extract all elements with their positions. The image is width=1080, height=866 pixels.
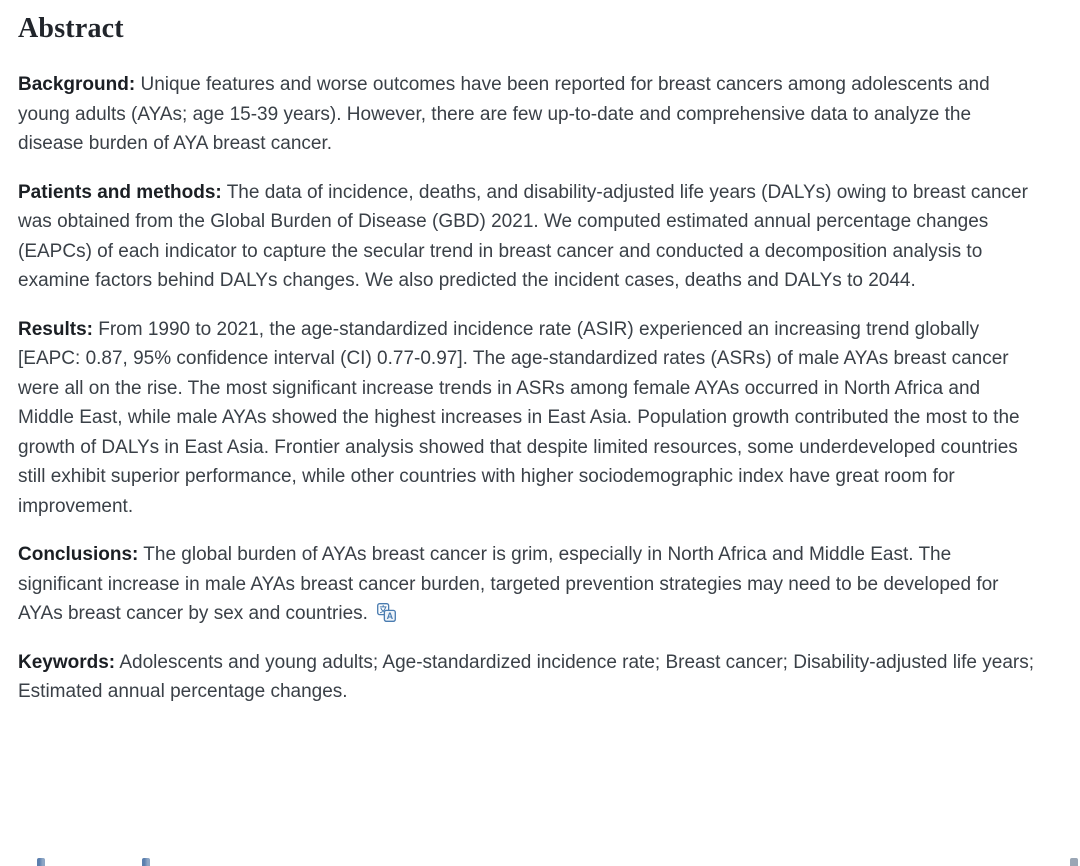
paragraph-keywords: Keywords: Adolescents and young adults; … (18, 648, 1038, 707)
paragraph-text-results: From 1990 to 2021, the age-standardized … (18, 318, 1020, 517)
paragraph-label-results: Results: (18, 318, 93, 340)
cutoff-element (37, 858, 45, 866)
paragraph-text-keywords: Adolescents and young adults; Age-standa… (18, 651, 1035, 703)
cutoff-element (142, 858, 150, 866)
paragraph-label-background: Background: (18, 74, 136, 95)
paragraph-results: Results: From 1990 to 2021, the age-stan… (18, 315, 1038, 522)
paragraph-label-keywords: Keywords: (18, 651, 116, 673)
translate-icon[interactable]: A (377, 603, 397, 622)
paragraph-background: Background: Unique features and worse ou… (18, 70, 1038, 159)
paragraph-conclusions: Conclusions: The global burden of AYAs b… (18, 540, 1038, 629)
abstract-section: Abstract Background: Unique features and… (18, 13, 1038, 707)
paragraph-methods: Patients and methods: The data of incide… (18, 178, 1038, 296)
paragraph-text-methods: The data of incidence, deaths, and disab… (18, 181, 1028, 292)
paragraph-text-conclusions: The global burden of AYAs breast cancer … (18, 544, 999, 624)
paragraph-text-background: Unique features and worse outcomes have … (18, 74, 990, 154)
paragraph-label-conclusions: Conclusions: (18, 544, 139, 565)
paragraph-label-methods: Patients and methods: (18, 181, 222, 203)
cutoff-element (1070, 858, 1078, 866)
translate-icon-letter: A (387, 611, 394, 621)
abstract-heading: Abstract (18, 13, 124, 44)
